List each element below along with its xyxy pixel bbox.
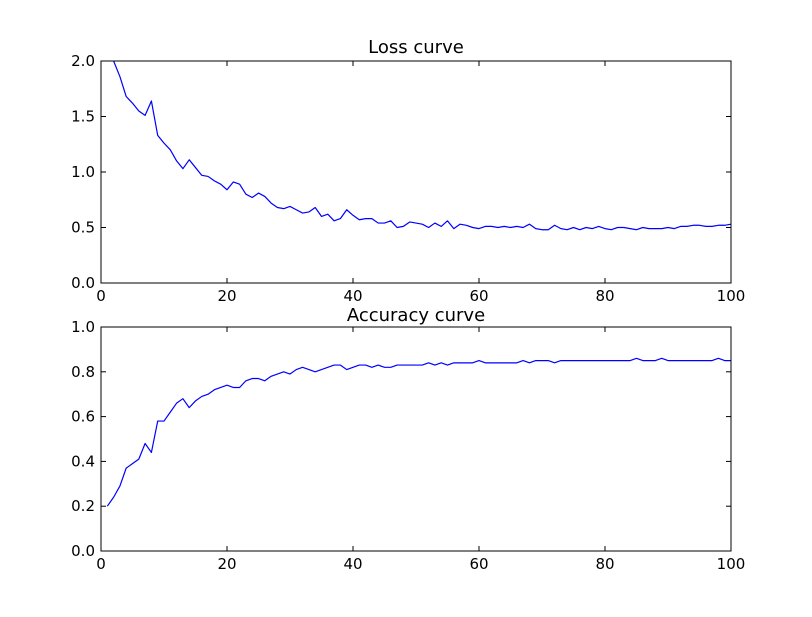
loss-y-tick-label: 2.0 (71, 52, 95, 70)
loss-y-tick-label: 0.5 (71, 219, 95, 237)
loss-x-tick-label: 20 (217, 287, 236, 305)
loss-y-tick-label: 1.0 (71, 163, 95, 181)
loss-y-tick-label: 1.5 (71, 108, 95, 126)
accuracy-x-tick-label: 40 (343, 555, 362, 573)
loss-x-tick-label: 0 (96, 287, 106, 305)
accuracy-y-tick-label: 0.0 (71, 542, 95, 560)
loss-y-tick-label: 0.0 (71, 274, 95, 292)
accuracy-y-tick-label: 0.2 (71, 497, 95, 515)
accuracy-chart-title: Accuracy curve (347, 305, 485, 326)
loss-series-line (113, 60, 732, 231)
loss-x-tick-label: 100 (717, 287, 746, 305)
accuracy-x-tick-label: 0 (96, 555, 106, 573)
accuracy-y-tick-label: 0.4 (71, 452, 95, 470)
loss-x-tick-label: 80 (595, 287, 614, 305)
accuracy-chart: Accuracy curve 0 20 40 60 80 100 0.0 0.2 0.4 0.6 0.… (71, 305, 745, 573)
accuracy-x-tick-label: 60 (469, 555, 488, 573)
accuracy-x-tick-label: 100 (717, 555, 746, 573)
accuracy-y-tick-label: 0.6 (71, 408, 95, 426)
loss-x-tick-label: 60 (469, 287, 488, 305)
accuracy-y-tick-label: 1.0 (71, 318, 95, 336)
loss-plot-frame (100, 60, 732, 284)
accuracy-y-tick-label: 0.8 (71, 363, 95, 381)
accuracy-x-tick-label: 20 (217, 555, 236, 573)
accuracy-x-tick-label: 80 (595, 555, 614, 573)
accuracy-plot-frame (100, 326, 732, 552)
loss-x-tick-label: 40 (343, 287, 362, 305)
loss-chart-title: Loss curve (368, 37, 464, 58)
accuracy-series-line (106, 357, 731, 507)
loss-chart: Loss curve 0 20 40 60 80 100 0.0 0.5 1.0 1.5 2.0 (71, 37, 745, 305)
